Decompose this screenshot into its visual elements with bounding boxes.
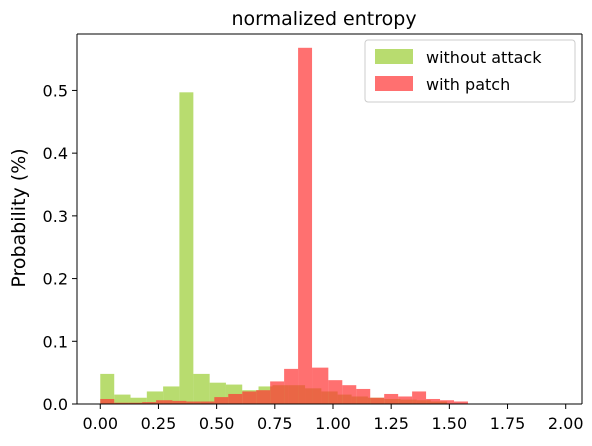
chart-title: normalized entropy xyxy=(231,8,416,30)
y-tick-label: 0.3 xyxy=(43,207,68,226)
y-tick-label: 0.0 xyxy=(43,395,68,414)
x-tick-label: 1.00 xyxy=(315,414,351,433)
legend-frame xyxy=(364,39,576,103)
bar-with-patch xyxy=(256,390,271,404)
x-tick-label: 0.50 xyxy=(199,414,235,433)
bar-with-patch xyxy=(298,47,313,405)
bar-with-patch xyxy=(200,401,215,404)
bar-without-attack xyxy=(130,397,147,404)
legend-label-with-patch: with patch xyxy=(426,75,510,94)
y-tick-label: 0.5 xyxy=(43,81,68,100)
axes-layer: 0.00 0.25 0.50 0.75 1.00 1.25 1.50 1.75 2.00 0.0 0… xyxy=(43,33,584,433)
bar-with-patch xyxy=(356,388,371,404)
y-tick-label: 0.2 xyxy=(43,270,68,289)
x-tick-label: 1.75 xyxy=(490,414,526,433)
bar-with-patch xyxy=(156,400,173,404)
bar-without-attack xyxy=(163,386,180,404)
bar-with-patch xyxy=(284,368,299,404)
bar-without-attack xyxy=(193,373,210,404)
bar-with-patch xyxy=(426,398,441,404)
legend-label-without-attack: without attack xyxy=(426,48,542,67)
bar-without-attack xyxy=(100,373,115,404)
bar-with-patch xyxy=(172,400,187,404)
bar-with-patch xyxy=(328,380,343,404)
bar-without-attack xyxy=(179,92,194,405)
bars-layer xyxy=(100,47,468,405)
bar-with-patch xyxy=(186,401,201,404)
bar-with-patch xyxy=(384,393,399,404)
x-tick-label: 0.25 xyxy=(141,414,177,433)
bar-with-patch xyxy=(312,367,329,404)
bar-with-patch xyxy=(228,393,243,404)
bar-with-patch xyxy=(440,400,455,404)
x-tick-label: 0.00 xyxy=(82,414,118,433)
bar-with-patch xyxy=(214,397,229,404)
bar-with-patch xyxy=(342,385,357,404)
bar-with-patch xyxy=(454,401,468,404)
legend: without attack with patch xyxy=(364,39,576,103)
bar-with-patch xyxy=(242,391,257,404)
bar-with-patch xyxy=(398,396,413,404)
bar-with-patch xyxy=(142,402,157,404)
legend-swatch-with-patch xyxy=(375,76,413,91)
bar-without-attack xyxy=(114,394,131,404)
legend-swatch-without-attack xyxy=(375,49,413,64)
bar-with-patch xyxy=(270,381,285,404)
x-tick-label: 0.75 xyxy=(257,414,293,433)
bar-with-patch xyxy=(100,398,115,404)
bar-with-patch xyxy=(114,402,129,404)
y-tick-label: 0.4 xyxy=(43,144,68,163)
bar-with-patch xyxy=(412,391,427,404)
x-tick-label: 1.50 xyxy=(432,414,468,433)
bar-with-patch xyxy=(128,402,143,404)
y-axis-label: Probability (%) xyxy=(8,148,30,287)
x-tick-label: 2.00 xyxy=(548,414,584,433)
y-tick-label: 0.1 xyxy=(43,332,68,351)
bar-with-patch xyxy=(370,397,385,404)
x-tick-label: 1.25 xyxy=(373,414,409,433)
